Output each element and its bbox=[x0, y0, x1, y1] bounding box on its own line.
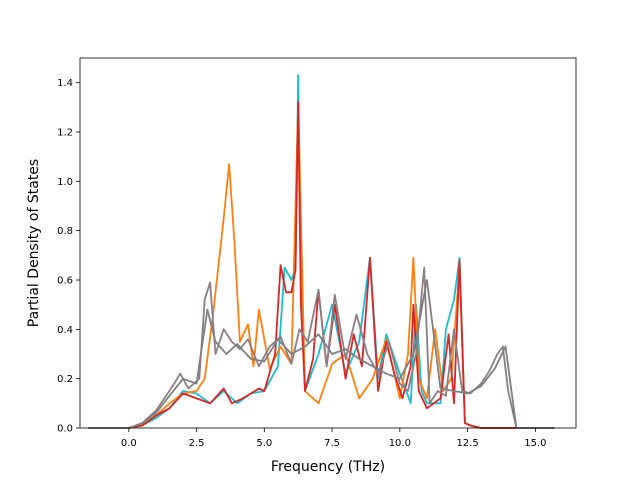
plot-frame bbox=[79, 57, 577, 429]
y-tick-label: 0.4 bbox=[57, 325, 73, 336]
x-tick-label: 15.0 bbox=[524, 438, 546, 449]
x-tick-label: 2.5 bbox=[189, 438, 205, 449]
x-tick-label: 0.0 bbox=[121, 438, 137, 449]
y-axis-ticks: 0.0 0.2 0.4 0.6 0.8 1.0 1.2 1.4 bbox=[57, 78, 80, 435]
y-tick-label: 0.2 bbox=[57, 374, 73, 385]
y-tick-label: 0.8 bbox=[57, 226, 73, 237]
x-tick-label: 10.0 bbox=[389, 438, 411, 449]
y-axis-title: Partial Density of States bbox=[26, 159, 42, 327]
y-tick-label: 1.4 bbox=[57, 78, 73, 89]
x-axis-ticks: 0.0 2.5 5.0 7.5 10.0 12.5 15.0 bbox=[121, 428, 546, 449]
y-tick-label: 0.6 bbox=[57, 276, 73, 287]
y-tick-label: 0.0 bbox=[57, 424, 73, 435]
x-tick-label: 12.5 bbox=[456, 438, 478, 449]
series-line-1 bbox=[88, 74, 555, 429]
x-axis-title: Frequency (THz) bbox=[271, 459, 385, 475]
series-line-5 bbox=[88, 279, 555, 429]
plot-lines bbox=[88, 74, 555, 429]
x-tick-label: 7.5 bbox=[324, 438, 340, 449]
x-tick-label: 5.0 bbox=[256, 438, 272, 449]
series-line-4 bbox=[88, 266, 555, 429]
y-tick-label: 1.0 bbox=[57, 177, 73, 188]
y-tick-label: 1.2 bbox=[57, 128, 73, 139]
